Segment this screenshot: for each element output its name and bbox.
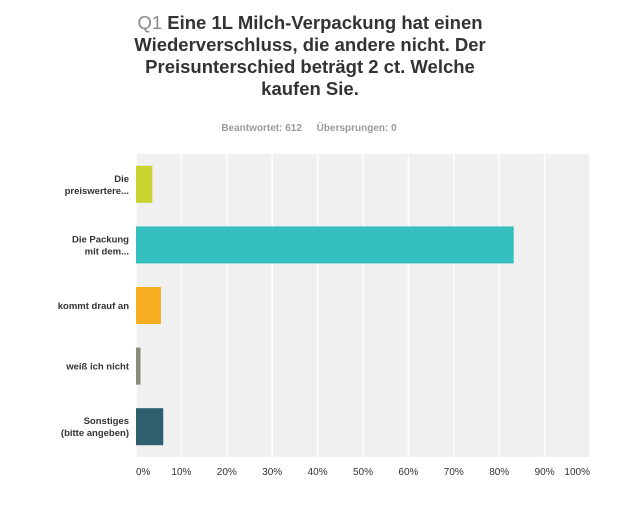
- x-tick-label: 90%: [535, 467, 555, 478]
- x-tick-label: 0%: [136, 467, 151, 478]
- chart-title: Q1 Eine 1L Milch-Verpackung hat einen Wi…: [125, 12, 495, 100]
- category-label-2: Die Packung mit dem...: [72, 234, 129, 257]
- question-number: Q1: [137, 12, 163, 33]
- x-tick-label: 50%: [353, 467, 373, 478]
- bar-4: [136, 347, 141, 385]
- bar-2: [136, 226, 514, 264]
- answered-count: Beantwortet: 612: [221, 123, 302, 134]
- category-label-1: Die preiswertere...: [65, 174, 129, 197]
- x-tick-label: 40%: [308, 467, 328, 478]
- category-label-3: kommt drauf an: [58, 301, 129, 312]
- x-tick-label: 30%: [262, 467, 282, 478]
- skipped-count: Übersprungen: 0: [316, 123, 397, 134]
- x-tick-label: 20%: [217, 467, 237, 478]
- bar-5: [136, 408, 164, 446]
- x-tick-label: 100%: [564, 467, 590, 478]
- bar-3: [136, 287, 161, 324]
- x-tick-label: 70%: [444, 467, 464, 478]
- category-label-5: Sonstiges (bitte angeben): [61, 416, 129, 439]
- x-tick-label: 60%: [398, 467, 418, 478]
- response-stats: Beantwortet: 612 Übersprungen: 0: [0, 123, 618, 134]
- x-tick-label: 10%: [171, 467, 191, 478]
- bar-1: [136, 165, 153, 203]
- x-tick-label: 80%: [489, 467, 509, 478]
- category-label-4: weiß ich nicht: [65, 362, 130, 373]
- question-text: Eine 1L Milch-Verpackung hat einen Wiede…: [134, 12, 486, 99]
